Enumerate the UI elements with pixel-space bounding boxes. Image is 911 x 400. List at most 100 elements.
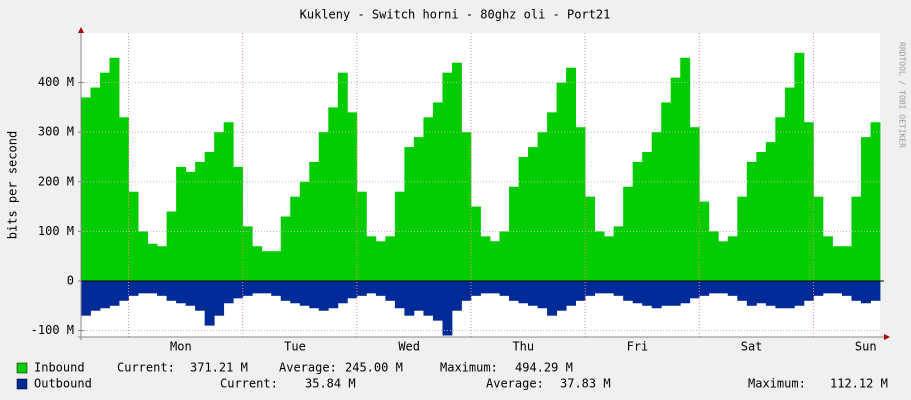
bar: [794, 52, 805, 281]
bar: [176, 280, 187, 304]
bar: [166, 280, 177, 301]
bar: [547, 112, 557, 281]
bar: [375, 241, 386, 281]
bar: [394, 191, 405, 281]
legend-stat-value: 35.84 M: [305, 377, 356, 391]
bar: [528, 147, 538, 281]
bar: [575, 280, 586, 301]
bar: [214, 132, 225, 281]
bar: [480, 280, 491, 294]
bar: [822, 236, 833, 281]
bar: [280, 216, 291, 281]
bar: [157, 280, 168, 296]
bar: [613, 280, 624, 296]
bar: [708, 280, 719, 294]
y-tick-label: 0: [67, 273, 74, 287]
bar: [366, 236, 377, 281]
bar: [261, 280, 272, 294]
bar: [318, 280, 329, 311]
bar: [337, 72, 348, 281]
bar: [623, 280, 634, 301]
bar: [765, 280, 776, 306]
bar: [632, 280, 643, 304]
bar: [718, 241, 729, 281]
axes: -100 M 0 100 M 200 M 300 M 400 M Mon Tue Wed Thu F…: [31, 27, 890, 354]
bar: [90, 280, 101, 311]
bar: [746, 161, 757, 281]
bar: [594, 231, 605, 281]
bar: [214, 280, 225, 316]
legend-label: Inbound: [34, 361, 85, 375]
axis-arrow: [78, 27, 84, 33]
bar: [280, 280, 291, 301]
bar: [109, 280, 120, 306]
legend-stat-value: 112.12 M: [830, 377, 888, 391]
bar: [851, 196, 862, 281]
bar: [813, 280, 824, 296]
bar: [803, 122, 814, 281]
bar: [756, 152, 767, 281]
bar: [718, 280, 729, 294]
bar: [480, 236, 491, 281]
bar: [689, 280, 700, 299]
bar: [699, 280, 710, 296]
bar: [299, 181, 310, 281]
bar: [727, 280, 738, 296]
bar: [509, 186, 519, 281]
bar: [404, 147, 415, 281]
legend-stat-value: 37.83 M: [560, 377, 611, 391]
bar: [651, 132, 662, 281]
chart-title: Kukleny - Switch horni - 80ghz oli - Por…: [300, 8, 611, 22]
bar: [375, 280, 386, 296]
x-tick-label: Mon: [170, 340, 192, 354]
bar: [394, 280, 405, 309]
legend-stat-label: Current:: [117, 361, 175, 375]
bar: [100, 280, 110, 309]
legend-stat-label: Current:: [220, 377, 278, 391]
bar: [356, 280, 367, 296]
bar: [328, 107, 339, 281]
bar: [594, 280, 605, 294]
x-tick-label: Wed: [398, 340, 420, 354]
bar: [470, 206, 481, 281]
bar: [765, 142, 776, 281]
bar: [128, 191, 139, 281]
bar: [680, 57, 691, 281]
bar: [661, 280, 672, 306]
bar: [299, 280, 310, 306]
bar: [385, 280, 396, 301]
bar: [242, 280, 253, 296]
bar: [803, 280, 814, 301]
bar: [642, 280, 653, 306]
bar: [775, 280, 786, 309]
bar: [100, 72, 110, 281]
y-tick-label: 300 M: [38, 125, 74, 139]
bar: [366, 280, 377, 294]
y-tick-label: 400 M: [38, 75, 74, 89]
bar: [147, 280, 158, 294]
bar: [90, 87, 101, 281]
bar: [290, 280, 301, 304]
bar: [413, 280, 424, 311]
bar: [518, 156, 529, 281]
legend-stat-value: 371.21 M: [190, 361, 248, 375]
bar: [651, 280, 662, 309]
bar: [356, 191, 367, 281]
x-tick-label: Thu: [512, 340, 534, 354]
bar: [680, 280, 691, 304]
bar: [632, 161, 643, 281]
bar: [432, 280, 443, 321]
bar: [309, 280, 320, 309]
legend-swatch: [16, 362, 28, 374]
bar: [470, 280, 481, 296]
bar: [271, 251, 282, 281]
bar: [642, 152, 653, 281]
bar: [604, 280, 615, 294]
x-tick-label: Fri: [627, 340, 649, 354]
bar: [185, 171, 196, 281]
legend-stat-label: Average:: [279, 361, 337, 375]
bar: [499, 231, 510, 281]
bar: [708, 231, 719, 281]
bar: [138, 280, 148, 294]
bar: [109, 57, 120, 281]
